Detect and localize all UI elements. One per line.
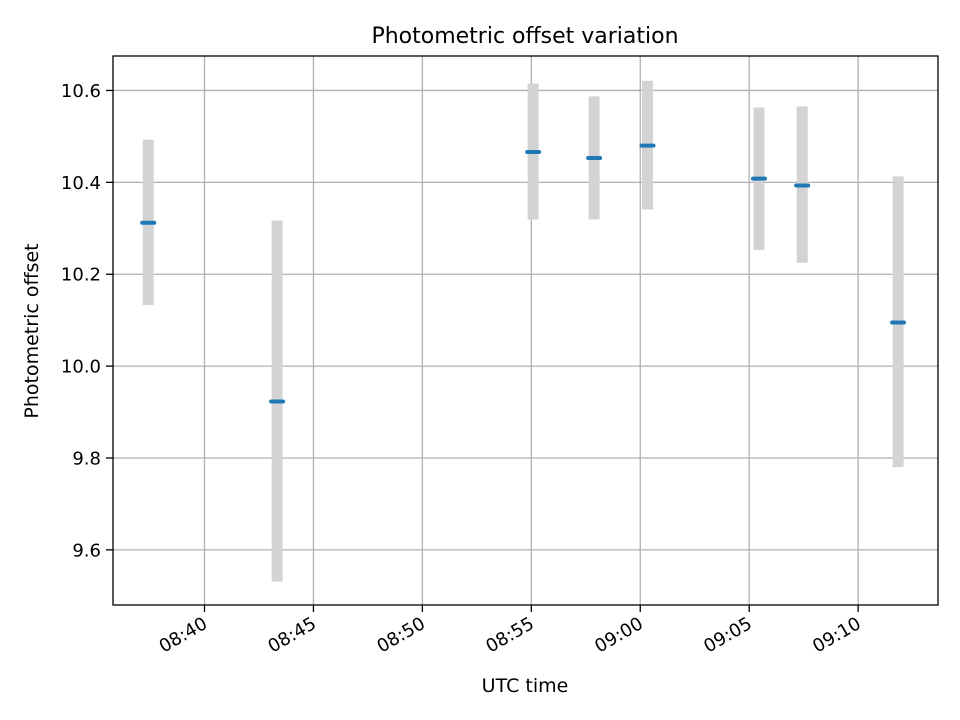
y-tick-label-5: 10.6 (61, 81, 101, 102)
y-tick-label-3: 10.2 (61, 265, 101, 286)
grid-lines (113, 56, 938, 605)
y-tick-label-4: 10.4 (61, 173, 101, 194)
chart-title: Photometric offset variation (371, 24, 678, 49)
y-tick-label-1: 9.8 (72, 448, 101, 469)
y-axis-ticks: 9.6 9.8 10.0 10.2 10.4 10.6 (61, 81, 113, 561)
data-points (140, 143, 907, 404)
x-axis-label: UTC time (482, 675, 569, 697)
y-axis-label: Photometric offset (21, 243, 43, 418)
plot-frame (112, 55, 939, 606)
y-tick-label-0: 9.6 (72, 540, 101, 561)
y-tick-label-2: 10.0 (61, 357, 101, 378)
